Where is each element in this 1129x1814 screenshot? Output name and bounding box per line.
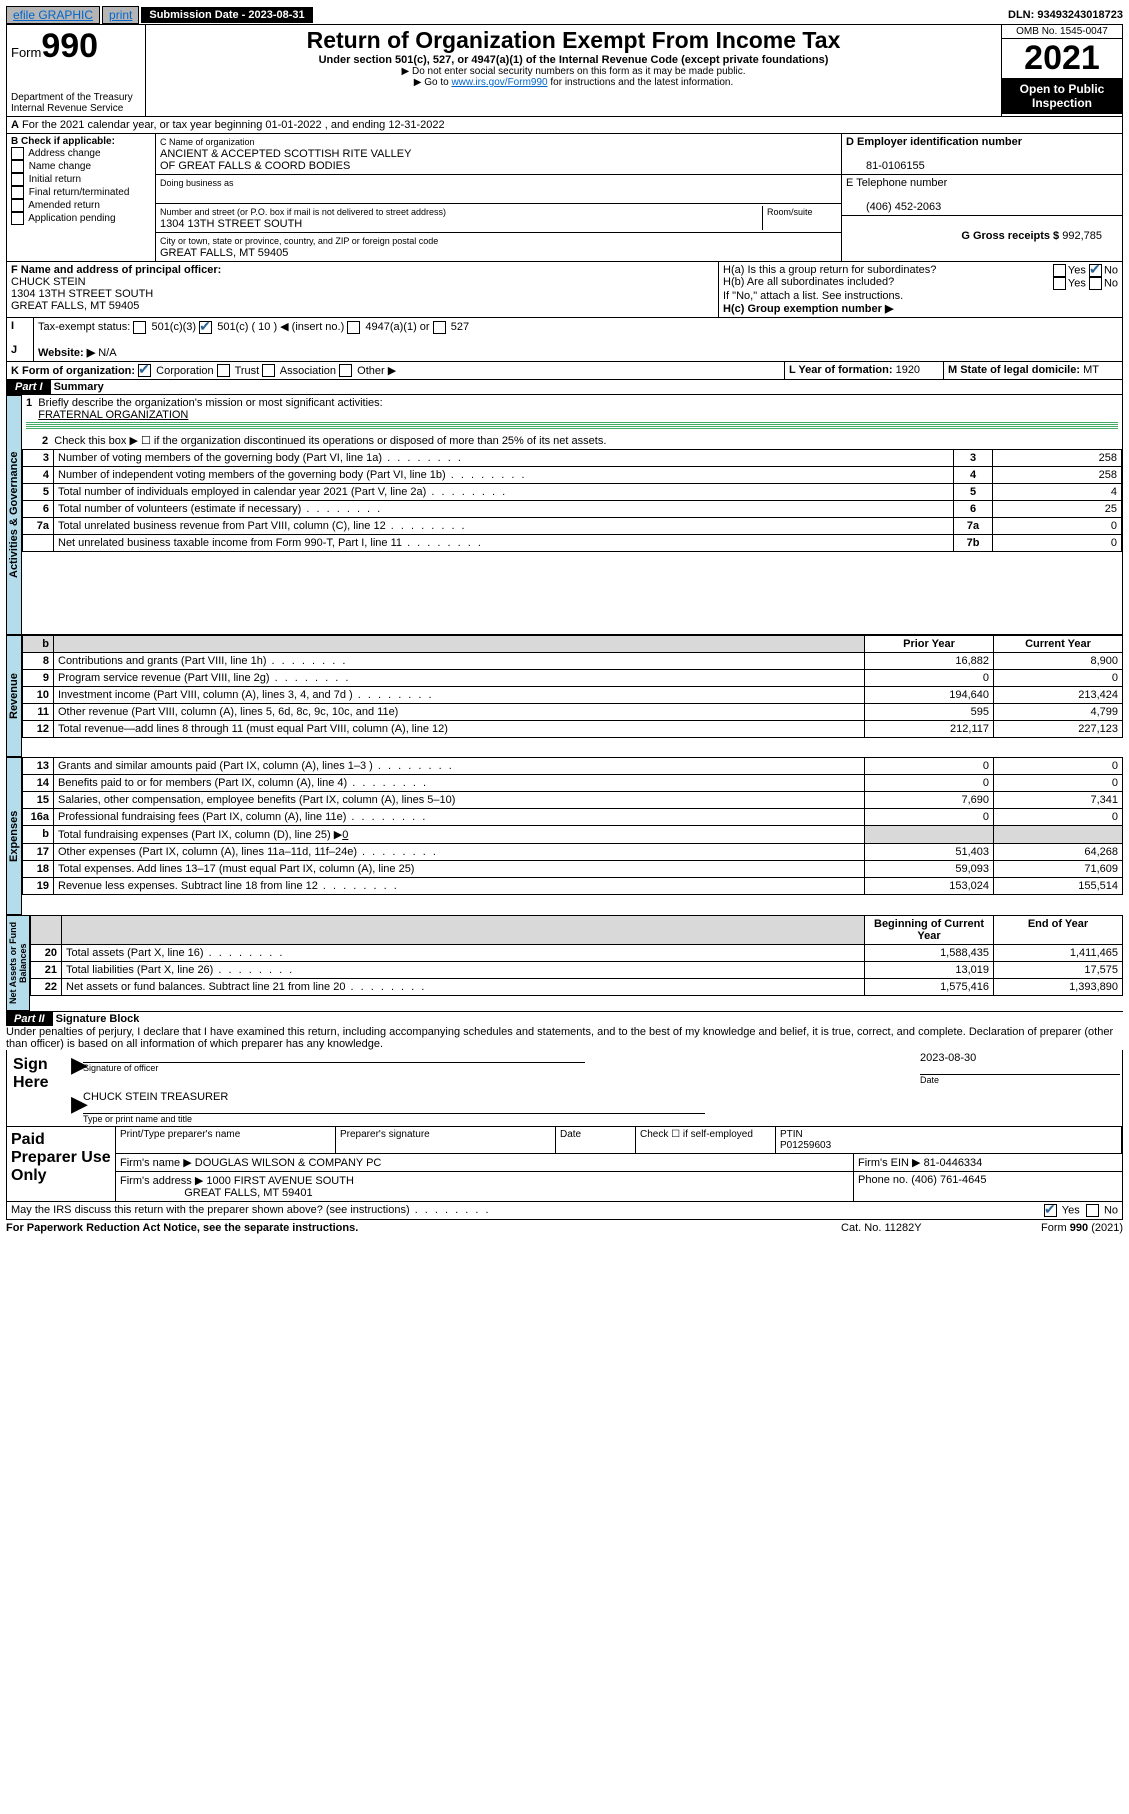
dln: DLN: 93493243018723	[1008, 9, 1123, 21]
topbar: efile GRAPHIC print Submission Date - 20…	[6, 6, 1123, 25]
chk-assoc[interactable]	[262, 364, 275, 377]
chk-address[interactable]	[11, 147, 24, 160]
form-number: Form990	[11, 27, 141, 66]
firm-name: DOUGLAS WILSON & COMPANY PC	[195, 1157, 382, 1169]
chk-501c3[interactable]	[133, 321, 146, 334]
ein: 81-0106155	[846, 160, 925, 172]
section-ij: IJ Tax-exempt status: 501(c)(3) 501(c) (…	[6, 318, 1123, 362]
part2-header: Part II Signature Block	[6, 1011, 1123, 1026]
chk-final[interactable]	[11, 186, 24, 199]
paid-preparer: Paid Preparer Use Only Print/Type prepar…	[6, 1127, 1123, 1202]
part1-header: Part I Summary	[6, 380, 1123, 395]
part1-netassets: Net Assets or Fund Balances Beginning of…	[6, 915, 1123, 1011]
chk-other[interactable]	[339, 364, 352, 377]
v3: 258	[993, 450, 1122, 467]
tax-year: 2021	[1002, 39, 1122, 78]
form-footer: Form 990 (2021)	[1041, 1222, 1123, 1234]
section-bcdeg: B Check if applicable: Address change Na…	[6, 134, 1123, 262]
side-revenue: Revenue	[6, 635, 22, 757]
ptin: P01259603	[780, 1140, 831, 1151]
form-subtitle: Under section 501(c), 527, or 4947(a)(1)…	[150, 54, 997, 66]
submission-date: Submission Date - 2023-08-31	[141, 7, 312, 23]
form-note1: ▶ Do not enter social security numbers o…	[150, 66, 997, 77]
year-formation: 1920	[896, 364, 920, 376]
v7a: 0	[993, 518, 1122, 535]
chk-initial[interactable]	[11, 173, 24, 186]
part1-revenue: Revenue bPrior YearCurrent Year 8Contrib…	[6, 635, 1123, 757]
block-deg: D Employer identification number 81-0106…	[841, 134, 1122, 261]
chk-trust[interactable]	[217, 364, 230, 377]
website: N/A	[98, 347, 116, 359]
form-note2: ▶ Go to www.irs.gov/Form990 for instruct…	[150, 77, 997, 88]
org-name-1: ANCIENT & ACCEPTED SCOTTISH RITE VALLEY	[160, 148, 411, 160]
firm-phone: (406) 761-4645	[911, 1174, 986, 1186]
chk-527[interactable]	[433, 321, 446, 334]
footer: For Paperwork Reduction Act Notice, see …	[6, 1220, 1123, 1234]
ha-yes[interactable]	[1053, 264, 1066, 277]
org-name-2: OF GREAT FALLS & COORD BODIES	[160, 160, 350, 172]
dept-label: Department of the Treasury	[11, 92, 141, 103]
officer-name: CHUCK STEIN TREASURER	[83, 1091, 228, 1103]
may-yes[interactable]	[1044, 1204, 1057, 1217]
chk-amended[interactable]	[11, 199, 24, 212]
may-irs-discuss: May the IRS discuss this return with the…	[6, 1202, 1123, 1220]
line-a: A For the 2021 calendar year, or tax yea…	[6, 117, 1123, 134]
side-expenses: Expenses	[6, 757, 22, 915]
chk-name[interactable]	[11, 160, 24, 173]
section-fh: F Name and address of principal officer:…	[6, 262, 1123, 318]
hb-no[interactable]	[1089, 277, 1102, 290]
state-domicile: MT	[1083, 364, 1099, 376]
firm-ein: 81-0446334	[924, 1157, 983, 1169]
firm-addr: 1000 FIRST AVENUE SOUTH	[206, 1175, 354, 1187]
open-inspection: Open to Public Inspection	[1002, 78, 1122, 114]
side-netassets: Net Assets or Fund Balances	[6, 915, 30, 1011]
part1-body: Activities & Governance 1 Briefly descri…	[6, 395, 1123, 635]
part1-expenses: Expenses 13Grants and similar amounts pa…	[6, 757, 1123, 915]
declaration: Under penalties of perjury, I declare th…	[6, 1026, 1123, 1050]
block-h: H(a) Is this a group return for subordin…	[719, 262, 1122, 317]
v5: 4	[993, 484, 1122, 501]
org-street: 1304 13TH STREET SOUTH	[160, 218, 302, 230]
block-b: B Check if applicable: Address change Na…	[7, 134, 156, 261]
omb-number: OMB No. 1545-0047	[1002, 25, 1122, 39]
form-title: Return of Organization Exempt From Incom…	[150, 27, 997, 54]
section-klm: K Form of organization: Corporation Trus…	[6, 362, 1123, 381]
form-header: Form990 Department of the Treasury Inter…	[6, 25, 1123, 117]
ha-no[interactable]	[1089, 264, 1102, 277]
hb-yes[interactable]	[1053, 277, 1066, 290]
org-city: GREAT FALLS, MT 59405	[160, 247, 288, 259]
irs-label: Internal Revenue Service	[11, 103, 141, 114]
block-f: F Name and address of principal officer:…	[7, 262, 719, 317]
v7b: 0	[993, 535, 1122, 552]
chk-501c[interactable]	[199, 321, 212, 334]
print-button[interactable]: print	[102, 6, 139, 24]
phone: (406) 452-2063	[846, 201, 941, 213]
block-c: C Name of organization ANCIENT & ACCEPTE…	[156, 134, 841, 261]
chk-4947[interactable]	[347, 321, 360, 334]
gross-receipts: 992,785	[1062, 230, 1102, 242]
sig-date: 2023-08-30	[920, 1052, 976, 1064]
irs-link[interactable]: www.irs.gov/Form990	[451, 77, 547, 88]
chk-pending[interactable]	[11, 212, 24, 225]
chk-corp[interactable]	[138, 364, 151, 377]
v4: 258	[993, 467, 1122, 484]
sign-here: Sign Here ▶ Signature of officer 2023-08…	[6, 1050, 1123, 1127]
efile-link[interactable]: efile GRAPHIC	[6, 6, 100, 24]
may-no[interactable]	[1086, 1204, 1099, 1217]
side-activities: Activities & Governance	[6, 395, 22, 635]
mission: FRATERNAL ORGANIZATION	[38, 409, 188, 421]
v6: 25	[993, 501, 1122, 518]
